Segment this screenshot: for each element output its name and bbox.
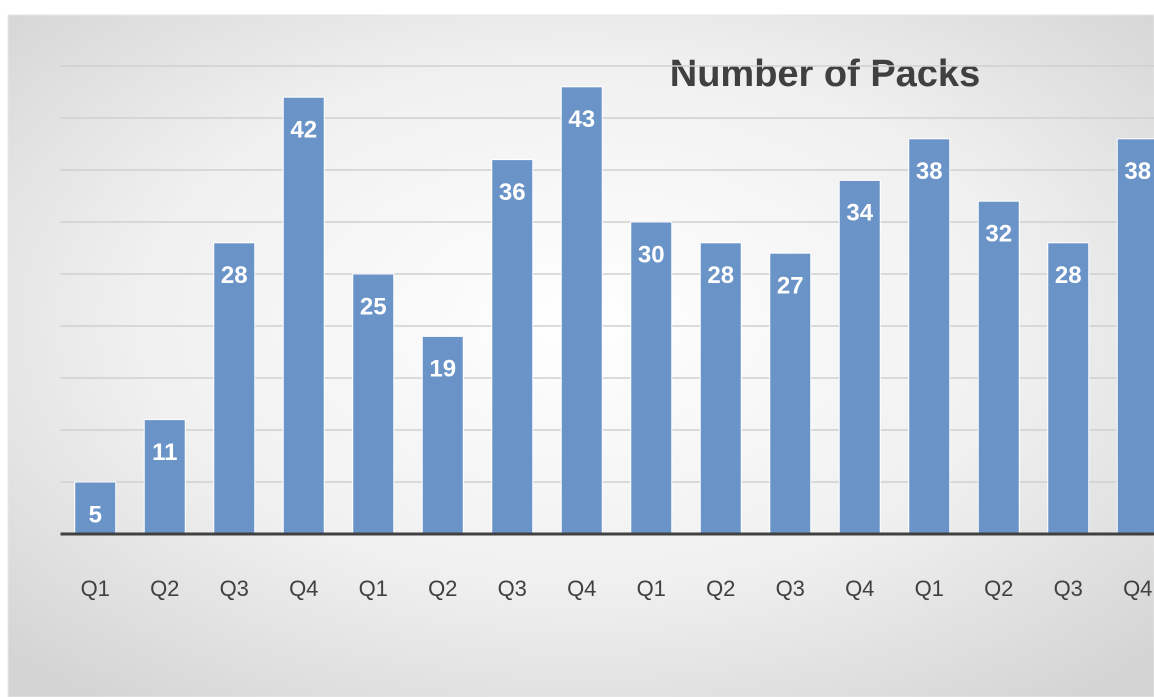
data-label: 38: [916, 158, 943, 185]
data-label: 25: [360, 293, 387, 320]
x-tick-label: Q1: [359, 576, 388, 601]
data-label: 27: [777, 273, 804, 300]
x-tick-label: Q4: [845, 576, 874, 601]
data-label: 30: [638, 241, 665, 268]
bar: [838, 179, 881, 535]
x-tick-label: Q2: [984, 576, 1013, 601]
x-tick-label: Q4: [567, 576, 596, 601]
x-tick-label: Q1: [915, 576, 944, 601]
x-tick-label: Q3: [776, 576, 805, 601]
data-label: 28: [221, 262, 248, 289]
data-label: 42: [290, 117, 317, 144]
x-tick-label: Q2: [150, 576, 179, 601]
bar: [560, 86, 603, 535]
x-tick-label: Q3: [498, 576, 527, 601]
bar: [352, 273, 395, 535]
x-tick-label: Q3: [220, 576, 249, 601]
bar: [699, 242, 742, 535]
x-tick-label: Q1: [81, 576, 110, 601]
x-tick-label: Q2: [706, 576, 735, 601]
bar: [74, 481, 117, 535]
bar: [908, 138, 951, 535]
data-label: 32: [985, 221, 1012, 248]
bar: [421, 335, 464, 535]
bar: [630, 221, 673, 535]
x-tick-label: Q1: [637, 576, 666, 601]
x-tick-label: Q2: [428, 576, 457, 601]
x-tick-label: Q3: [1054, 576, 1083, 601]
data-label: 11: [152, 439, 177, 466]
data-label: 28: [1055, 262, 1082, 289]
data-label: 19: [429, 356, 456, 383]
bar: [213, 242, 256, 535]
data-label: 36: [499, 179, 526, 206]
data-label: 43: [568, 106, 595, 133]
bar: [143, 419, 186, 535]
x-tick-label: Q4: [1123, 576, 1152, 601]
data-label: 38: [1124, 158, 1151, 185]
bar: [977, 200, 1020, 535]
bar: [1116, 138, 1154, 535]
data-label: 34: [846, 200, 873, 227]
data-label: 5: [89, 501, 102, 528]
bar: [491, 159, 534, 535]
bar: [282, 96, 325, 535]
data-label: 28: [707, 262, 734, 289]
chart-title: Number of Packs: [670, 53, 980, 95]
bar: [1047, 242, 1090, 535]
x-tick-label: Q4: [289, 576, 318, 601]
bar: [769, 252, 812, 535]
